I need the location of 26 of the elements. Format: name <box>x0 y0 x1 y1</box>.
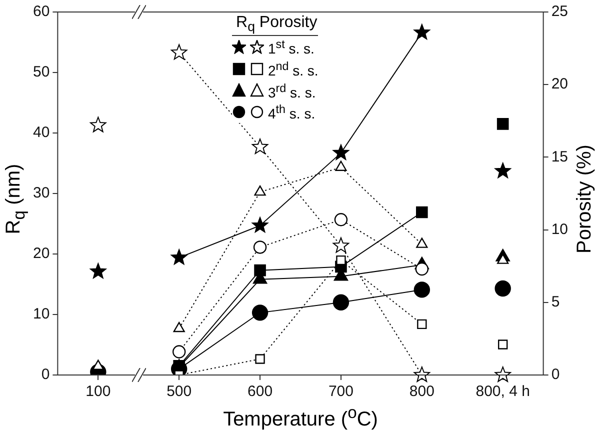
x-axis-title: Temperature ($^{o}$C) <box>222 403 379 432</box>
legend-label: 4$^{th}$ s. s. <box>268 102 316 123</box>
x-tick-label: 700 <box>328 383 354 400</box>
y-tick-label: 60 <box>32 3 50 20</box>
y2-tick-label: 20 <box>551 76 568 93</box>
y-tick-label: 10 <box>32 306 50 323</box>
y2-tick-label: 10 <box>551 220 568 238</box>
y2-axis-title: Porosity (%) <box>574 144 596 254</box>
y2-tick-label: 15 <box>551 148 568 166</box>
y-tick-label: 40 <box>32 124 50 142</box>
y-tick-label: 50 <box>32 64 50 81</box>
legend-title: R$_{q}$ Porosity <box>232 14 318 36</box>
y-tick-label: 0 <box>41 366 50 384</box>
y2-tick-label: 25 <box>551 3 568 20</box>
legend-label: 3$^{rd}$ s. s. <box>268 80 316 102</box>
x-tick-label: 500 <box>166 383 192 400</box>
x-tick-label: 800, 4 h <box>476 383 530 400</box>
x-tick-label: 600 <box>248 383 273 400</box>
y2-tick-label: 5 <box>551 294 560 311</box>
x-tick-label: 100 <box>86 383 111 400</box>
y-tick-label: 20 <box>32 245 50 262</box>
x-tick-label: 800 <box>409 383 434 400</box>
legend-label: 2$^{nd}$ s. s. <box>268 58 318 80</box>
y2-tick-label: 0 <box>551 366 560 384</box>
y-tick-label: 30 <box>32 184 50 202</box>
legend-label: 1$^{st}$ s. s. <box>268 37 314 58</box>
